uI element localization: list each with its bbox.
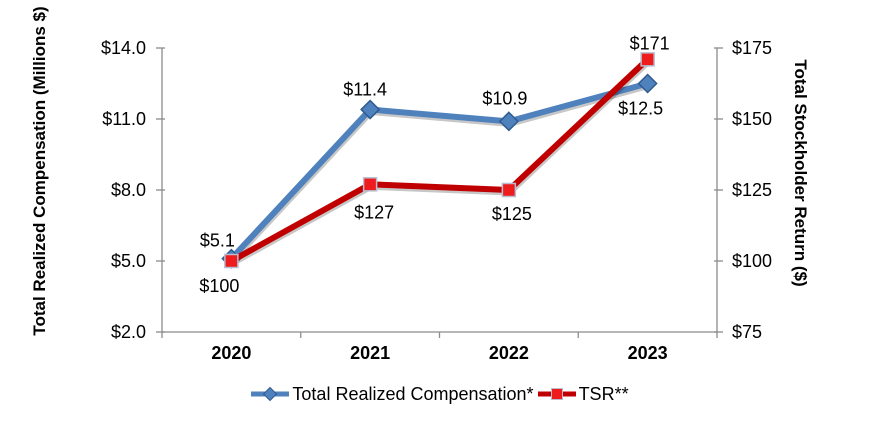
square-marker xyxy=(640,52,655,67)
data-label: $5.1 xyxy=(200,231,235,251)
data-label: $125 xyxy=(492,204,532,224)
square-marker xyxy=(224,253,239,269)
right-axis-tick-label: $125 xyxy=(732,180,772,200)
right-axis-title: Total Stockholder Return ($) xyxy=(791,59,810,286)
diamond-marker xyxy=(637,73,658,94)
legend-item-tsr: TSR** xyxy=(537,384,629,405)
series-line-shadow xyxy=(227,56,653,267)
legend: Total Realized Compensation* TSR** xyxy=(162,381,717,407)
series-line-tsr xyxy=(228,56,651,264)
diamond-marker xyxy=(360,99,381,120)
right-axis-tick-label: $100 xyxy=(732,251,772,271)
left-axis-title: Total Realized Compensation (Millions $) xyxy=(30,6,49,335)
right-axis-tick-label: $75 xyxy=(732,322,762,342)
data-label: $100 xyxy=(199,276,239,296)
legend-label-tsr: TSR** xyxy=(578,383,629,404)
data-label: $171 xyxy=(630,33,670,53)
x-axis-category-label: 2020 xyxy=(211,343,251,363)
right-axis-tick-label: $175 xyxy=(732,38,772,58)
compensation-line-marker-icon xyxy=(251,386,290,402)
x-axis-category-label: 2022 xyxy=(489,343,529,363)
series-line-shadow xyxy=(227,81,653,265)
legend-item-compensation: Total Realized Compensation* xyxy=(250,383,534,405)
x-axis-category-label: 2023 xyxy=(628,343,668,363)
tsr-line-marker-icon xyxy=(537,388,576,400)
left-axis-tick-label: $8.0 xyxy=(111,180,146,200)
x-axis-category-label: 2021 xyxy=(350,343,390,363)
right-axis-tick-label: $150 xyxy=(732,109,772,129)
data-label: $10.9 xyxy=(482,88,527,108)
series-line-compensation xyxy=(228,80,651,262)
left-axis-tick-label: $5.0 xyxy=(111,251,146,271)
data-label: $11.4 xyxy=(343,80,387,100)
data-label: $12.5 xyxy=(618,99,663,119)
left-axis-tick-label: $2.0 xyxy=(111,322,146,342)
diamond-marker xyxy=(498,111,519,132)
legend-label-compensation: Total Realized Compensation* xyxy=(292,383,534,404)
square-marker xyxy=(362,177,378,192)
square-marker xyxy=(501,182,517,198)
left-axis-tick-label: $14.0 xyxy=(101,38,146,58)
data-label: $127 xyxy=(354,202,394,222)
left-axis-tick-label: $11.0 xyxy=(102,109,146,129)
